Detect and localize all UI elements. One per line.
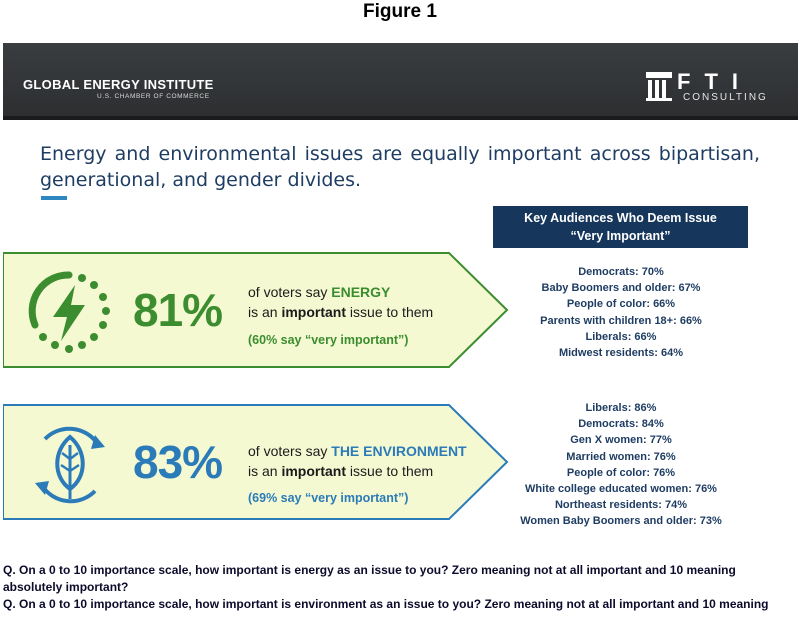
list-item: Midwest residents: 64% (558, 347, 684, 360)
survey-questions: Q. On a 0 to 10 importance scale, how im… (3, 562, 798, 613)
key-audiences-line1: Key Audiences Who Deem Issue (524, 211, 717, 225)
slide: GLOBAL ENERGY INSTITUTE U.S. CHAMBER OF … (3, 43, 798, 553)
fti-subtext: CONSULTING (683, 92, 768, 103)
list-item: Democrats: 84% (578, 418, 664, 431)
question-environment: Q. On a 0 to 10 importance scale, how im… (3, 597, 769, 611)
environment-line1-prefix: of voters say (248, 443, 332, 459)
environment-percent: 83% (133, 436, 223, 488)
header-banner: GLOBAL ENERGY INSTITUTE U.S. CHAMBER OF … (3, 43, 798, 120)
list-item: Parents with children 18+: 66% (540, 314, 702, 327)
fti-building-icon (646, 72, 672, 101)
energy-line2-prefix: is an (248, 304, 282, 320)
environment-line2-prefix: is an (248, 463, 282, 479)
energy-topic: ENERGY (331, 284, 391, 300)
environment-line2-suffix: issue to them (346, 463, 434, 479)
list-item: People of color: 66% (566, 298, 676, 311)
list-item: Baby Boomers and older: 67% (541, 282, 701, 295)
list-item: Liberals: 86% (585, 402, 657, 414)
list-item: Democrats: 70% (578, 266, 664, 278)
environment-very-important: (69% say “very important”) (248, 491, 409, 505)
environment-important: important (281, 463, 347, 479)
energy-line1: of voters say ENERGY (248, 282, 390, 302)
list-item: Gen X women: 77% (570, 434, 672, 447)
energy-percent: 81% (133, 284, 223, 336)
energy-very-important: (60% say “very important”) (248, 333, 409, 347)
list-item: Northeast residents: 74% (554, 499, 688, 512)
energy-audience-list: Democrats: 70% Baby Boomers and older: 6… (491, 264, 751, 361)
list-item: Women Baby Boomers and older: 73% (520, 515, 722, 528)
energy-line1-prefix: of voters say (248, 284, 332, 300)
list-item: Married women: 76% (566, 450, 676, 463)
environment-line1: of voters say THE ENVIRONMENT (248, 441, 467, 461)
gei-logo-text: GLOBAL ENERGY INSTITUTE (23, 77, 214, 92)
environment-topic: THE ENVIRONMENT (331, 443, 467, 459)
headline-accent-bar (41, 196, 67, 200)
list-item: White college educated women: 76% (525, 483, 717, 496)
energy-important: important (281, 304, 347, 320)
lightning-bolt-icon (28, 271, 110, 353)
question-energy: Q. On a 0 to 10 importance scale, how im… (3, 563, 736, 594)
key-audiences-header: Key Audiences Who Deem Issue “Very Impor… (493, 206, 748, 248)
gei-logo-subtext: U.S. CHAMBER OF COMMERCE (97, 93, 210, 100)
energy-line2-suffix: issue to them (346, 304, 434, 320)
figure-title: Figure 1 (363, 1, 437, 22)
key-audiences-line2: “Very Important” (570, 229, 671, 243)
environment-arrow-panel (3, 404, 509, 520)
list-item: People of color: 76% (566, 466, 676, 479)
environment-audience-list: Liberals: 86% Democrats: 84% Gen X women… (491, 400, 751, 530)
environment-line2: is an important issue to them (248, 461, 433, 481)
energy-arrow-panel (3, 252, 509, 368)
fti-logo: FTI CONSULTING (645, 69, 785, 103)
list-item: Liberals: 66% (585, 330, 657, 343)
energy-line2: is an important issue to them (248, 302, 433, 322)
fti-wordmark: FTI (677, 69, 752, 94)
headline: Energy and environmental issues are equa… (40, 143, 760, 191)
leaf-cycle-icon (35, 426, 105, 504)
